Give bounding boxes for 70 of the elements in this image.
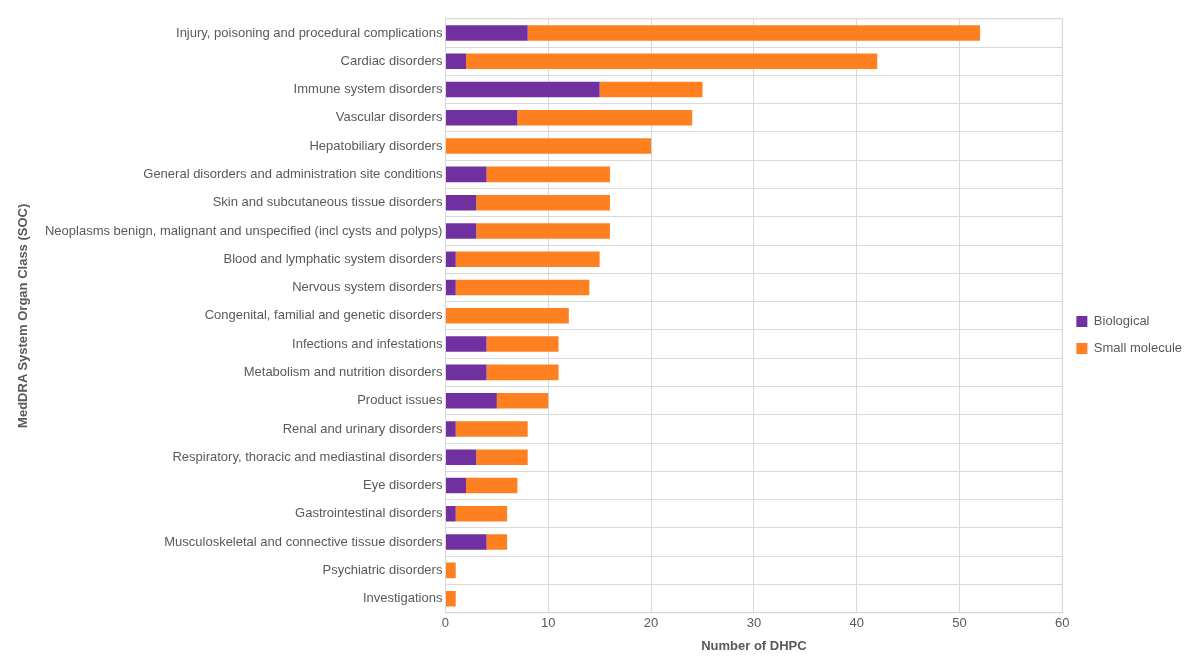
bar [445,53,466,70]
y-tick-label: Skin and subcutaneous tissue disorders [212,194,443,210]
y-tick-label: Musculoskeletal and connective tissue disorders [164,533,443,549]
y-tick-label: General disorders and administration site conditions [143,165,443,181]
bar [445,364,487,381]
bar [445,251,456,268]
x-tick-label: 50 [952,615,967,631]
y-tick-label: Investigations [362,590,443,606]
y-tick-label: Immune system disorders [293,81,443,97]
bar [445,590,456,607]
bar [445,562,456,579]
bar [486,336,559,352]
y-tick-label: Gastrointestinal disorders [295,505,443,521]
y-axis-title: MedDRA System Organ Class (SOC) [15,203,31,428]
x-tick-label: 30 [746,615,762,631]
y-tick-label: Renal and urinary disorders [282,420,443,436]
bar [445,166,487,183]
bar [445,110,518,126]
bar [599,81,703,98]
y-tick-label: Injury, poisoning and procedural complications [176,24,443,40]
y-tick-label: Respiratory, thoracic and mediastinal disorders [172,448,443,464]
y-tick-label: Cardiac disorders [340,52,443,68]
bar [486,534,508,550]
bar [445,506,456,522]
bar [445,223,477,239]
bar [455,251,600,268]
x-tick-label: 10 [541,615,556,631]
bar [445,421,456,437]
bar [527,25,981,41]
bar [445,138,652,154]
bar [445,336,487,352]
x-axis-title: Number of DHPC [701,637,808,653]
bar [476,449,528,466]
x-tick-label: 20 [643,615,659,631]
legend-label: Biological [1093,313,1150,329]
x-tick-label: 60 [1055,615,1070,631]
bar [445,449,477,466]
y-tick-label: Eye disorders [362,477,443,493]
y-tick-label: Blood and lymphatic system disorders [223,250,443,266]
bar [445,25,528,41]
y-tick-label: Infections and infestations [292,335,443,351]
bar [445,194,477,211]
bar [455,506,508,522]
y-tick-label: Product issues [357,392,443,408]
y-tick-label: Psychiatric disorders [322,561,443,577]
y-tick-label: Hepatobiliary disorders [309,137,443,153]
x-tick-label: 0 [441,615,450,631]
bar [466,477,518,494]
y-tick-label: Vascular disorders [335,109,443,125]
y-tick-label: Neoplasms benign, malignant and unspecified (incl cysts and polyps) [44,222,443,238]
y-tick-label: Nervous system disorders [292,279,443,295]
bar [486,364,559,381]
legend-label: Small molecule [1093,340,1183,356]
y-tick-label: Metabolism and nutrition disorders [243,363,443,379]
bar [445,279,456,296]
y-tick-label: Congenital, familial and genetic disorders [204,307,443,323]
bar [445,477,466,494]
bar [476,223,610,239]
bar [486,166,610,183]
bar [445,534,487,550]
bar [455,279,590,296]
bar [517,110,693,126]
bar [445,308,569,324]
bar [466,53,878,70]
bar [476,194,610,211]
bar [445,392,497,409]
bar [445,81,600,98]
x-tick-label: 40 [849,615,864,631]
bar [455,421,528,437]
bar [496,392,549,409]
